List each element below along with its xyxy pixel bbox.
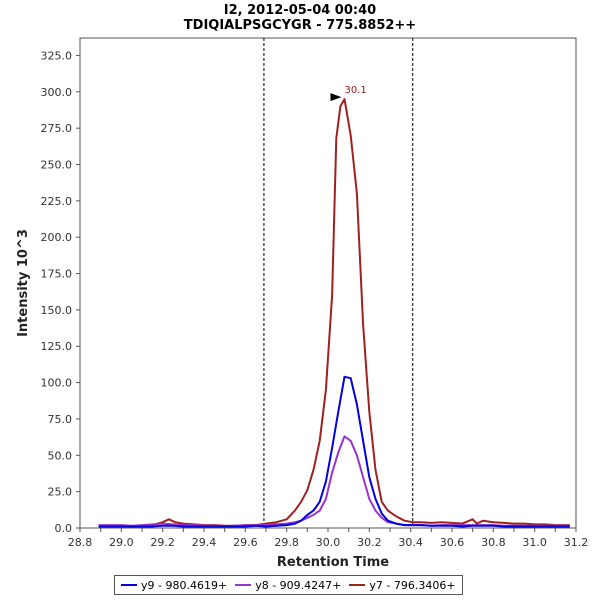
y-tick-label: 300.0 (41, 86, 73, 99)
legend-item: y8 - 909.4247+ (235, 579, 341, 592)
x-tick-label: 30.8 (481, 536, 506, 549)
legend-label: y9 - 980.4619+ (141, 578, 228, 592)
x-tick-label: 29.4 (192, 536, 217, 549)
peak-label: 30.1 (344, 85, 366, 96)
x-tick-label: 29.8 (274, 536, 299, 549)
series-line (98, 98, 570, 528)
y-tick-label: 150.0 (41, 304, 73, 317)
legend-label: y7 - 796.3406+ (369, 578, 456, 592)
x-tick-label: 30.6 (440, 536, 465, 549)
y-tick-label: 125.0 (41, 340, 73, 353)
x-tick-label: 29.0 (109, 536, 134, 549)
chart-title: I2, 2012-05-04 00:40 (224, 3, 376, 18)
x-tick-label: 29.6 (233, 536, 258, 549)
y-tick-label: 250.0 (41, 158, 73, 171)
y-tick-label: 0.0 (55, 522, 73, 535)
peak-marker (330, 93, 342, 102)
y-tick-label: 175.0 (41, 268, 73, 281)
legend-item: y9 - 980.4619+ (121, 579, 227, 592)
y-axis-title: Intensity 10^3 (16, 229, 31, 337)
integration-boundaries (263, 38, 414, 528)
x-tick-label: 31.2 (564, 536, 589, 549)
y-tick-label: 325.0 (41, 49, 73, 62)
chart-subtitle: TDIQIALPSGCYGR - 775.8852++ (184, 18, 416, 33)
x-tick-label: 28.8 (68, 536, 93, 549)
x-tick-label: 30.0 (316, 536, 341, 549)
y-axis: 0.0 25.0 50.0 75.0 100.0 125.0 150.0 175.0 200.0… (41, 49, 80, 535)
series-layer (98, 98, 570, 528)
legend-swatch (121, 584, 137, 586)
legend-swatch (349, 584, 366, 586)
series-line (98, 375, 570, 528)
legend: y9 - 980.4619+ y8 - 909.4247+ y7 - 796.340… (114, 575, 463, 595)
x-tick-label: 29.2 (150, 536, 175, 549)
y-tick-label: 225.0 (41, 195, 73, 208)
y-tick-label: 50.0 (48, 449, 73, 462)
legend-label: y8 - 909.4247+ (255, 578, 342, 592)
y-tick-label: 25.0 (48, 486, 73, 499)
x-tick-label: 30.4 (398, 536, 423, 549)
legend-swatch (235, 584, 252, 586)
x-tick-label: 30.2 (357, 536, 382, 549)
y-tick-label: 200.0 (41, 231, 73, 244)
plot-area (79, 37, 577, 529)
x-axis-title: Retention Time (277, 555, 389, 570)
y-tick-label: 100.0 (41, 377, 73, 390)
y-tick-label: 275.0 (41, 122, 73, 135)
legend-item: y7 - 796.3406+ (349, 578, 456, 592)
x-axis: 28.8 29.0 29.2 29.4 29.6 29.8 30.0 30.2 30.4 30.6… (68, 528, 589, 549)
x-tick-label: 31.0 (522, 536, 547, 549)
y-tick-label: 75.0 (48, 413, 73, 426)
annotation-layer: 30.1 (330, 85, 367, 102)
